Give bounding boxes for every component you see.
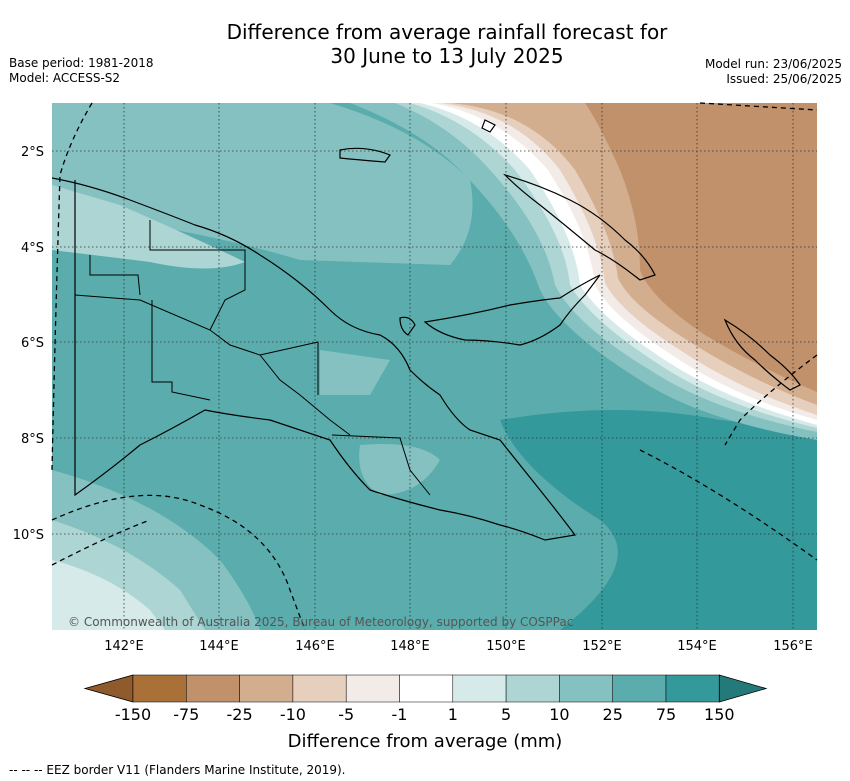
colorbar-swatch (612, 674, 667, 703)
colorbar-swatch (132, 674, 187, 703)
lon-label: 152°E (582, 639, 622, 654)
colorbar-swatch (345, 674, 400, 703)
colorbar-tick-label: 75 (656, 705, 676, 724)
model-name: Model: ACCESS-S2 (9, 71, 121, 85)
colorbar: -150 -75 -25 -10 -5 -1 1 5 10 25 75 150 (83, 674, 768, 724)
lon-label: 150°E (486, 639, 526, 654)
lat-labels: 2°S 4°S 6°S 8°S 10°S (13, 145, 44, 543)
colorbar-tick-label: -5 (338, 705, 354, 724)
lat-label: 4°S (21, 241, 44, 256)
colorbar-title: Difference from average (mm) (287, 731, 563, 752)
colorbar-tick-label: 25 (603, 705, 623, 724)
province-borders (74, 220, 431, 496)
colorbar-tick-label: 150 (704, 705, 735, 724)
meta-right: Model run: 23/06/2025 Issued: 25/06/2025 (705, 57, 842, 87)
eez-legend-note: -- -- -- EEZ border V11 (Flanders Marine… (9, 763, 346, 777)
colorbar-tick-label: 5 (501, 705, 511, 724)
map-fill (52, 103, 817, 630)
colorbar-swatch (452, 674, 507, 703)
colorbar-extend-right (718, 674, 768, 703)
lon-label: 144°E (199, 639, 239, 654)
lat-label: 2°S (21, 145, 44, 160)
meta-left: Base period: 1981-2018 Model: ACCESS-S2 (9, 56, 154, 86)
coastlines (52, 119, 801, 541)
lon-label: 148°E (390, 639, 430, 654)
colorbar-tick-label: -75 (173, 705, 199, 724)
lat-label: 10°S (13, 528, 44, 543)
colorbar-tick-label: 1 (448, 705, 458, 724)
colorbar-swatch (186, 674, 240, 703)
colorbar-tick-label: 10 (549, 705, 569, 724)
lon-label: 142°E (104, 639, 144, 654)
lat-label: 6°S (21, 336, 44, 351)
colorbar-swatch (292, 674, 347, 703)
gridlines (52, 103, 817, 630)
colorbar-extend-left (83, 674, 134, 703)
title-line-2: 30 June to 13 July 2025 (330, 44, 564, 68)
colorbar-swatch (559, 674, 613, 703)
colorbar-swatch (399, 674, 454, 703)
title-line-1: Difference from average rainfall forecas… (226, 20, 668, 44)
chart-title: Difference from average rainfall forecas… (0, 20, 850, 68)
colorbar-tick-label: -150 (115, 705, 151, 724)
copyright-text: © Commonwealth of Australia 2025, Bureau… (68, 615, 573, 629)
model-run: Model run: 23/06/2025 (704, 57, 842, 71)
colorbar-tick-label: -10 (280, 705, 306, 724)
lat-label: 8°S (21, 432, 44, 447)
colorbar-swatch (505, 674, 560, 703)
colorbar-swatch (239, 674, 294, 703)
lon-label: 146°E (295, 639, 335, 654)
lon-label: 154°E (677, 639, 717, 654)
lon-label: 156°E (773, 639, 813, 654)
eez-borders (51, 102, 818, 631)
colorbar-tick-label: -1 (392, 705, 408, 724)
colorbar-tick-label: -25 (227, 705, 253, 724)
issued-date: Issued: 25/06/2025 (726, 72, 842, 86)
lon-labels: 142°E 144°E 146°E 148°E 150°E 152°E 154°… (104, 639, 813, 654)
colorbar-swatch (665, 674, 720, 703)
base-period: Base period: 1981-2018 (9, 56, 154, 70)
